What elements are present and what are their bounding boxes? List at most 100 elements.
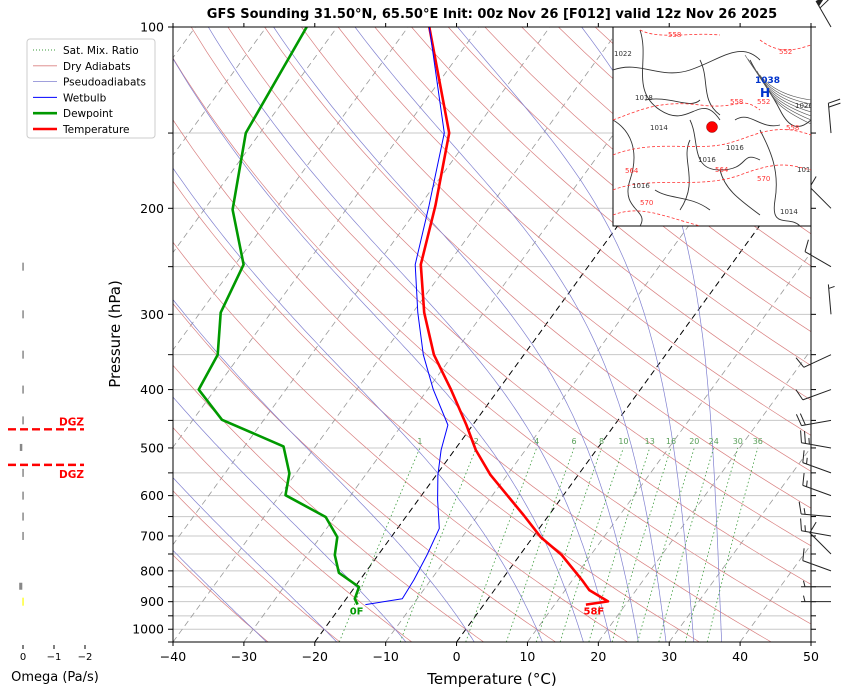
dry-adiabat	[337, 27, 811, 436]
barb-flag	[816, 0, 824, 7]
dry-adiabat	[173, 241, 628, 642]
map-isobar-label: 1016	[726, 144, 744, 152]
mixing-ratio-line	[535, 447, 602, 642]
barb-half	[803, 595, 806, 602]
map-isobar-label: 1018	[635, 94, 653, 102]
map-border	[719, 169, 761, 216]
wind-barb	[795, 413, 832, 427]
dry-adiabat	[173, 119, 772, 642]
profile-lines	[197, 27, 610, 606]
barb-full	[799, 413, 806, 426]
map-isobar-label: 1022	[614, 50, 632, 58]
omega-bar	[22, 597, 24, 606]
x-tick-label: 0	[453, 649, 461, 664]
isotherm	[173, 27, 480, 448]
dry-adiabat	[173, 554, 269, 642]
x-tick-label: 40	[732, 649, 748, 664]
map-height-contour	[759, 39, 811, 51]
barb-half	[806, 457, 808, 465]
map-isobar	[744, 54, 811, 101]
barb-full	[802, 548, 805, 561]
wind-barb	[827, 98, 841, 134]
pseudoadiabat	[173, 299, 475, 642]
barb-full	[809, 521, 817, 534]
wetbulb-line	[365, 27, 449, 606]
barb-full	[828, 98, 841, 104]
dry-adiabat	[190, 27, 811, 585]
wind-barb	[801, 595, 831, 603]
mixing-ratio-label: 20	[689, 437, 699, 446]
barb-staff	[827, 284, 832, 315]
x-tick-label: 50	[803, 649, 819, 664]
y-tick-label: 400	[140, 382, 164, 397]
barb-full	[795, 389, 804, 401]
barb-half	[806, 480, 808, 487]
wind-barb	[801, 580, 831, 588]
dewpoint-line	[197, 27, 361, 606]
y-tick-label: 300	[140, 307, 164, 322]
mixing-ratio-label: 8	[599, 437, 604, 446]
x-tick-label: 20	[590, 649, 606, 664]
omega-bar	[19, 582, 23, 590]
x-tick-label: 30	[661, 649, 677, 664]
map-height-label: 564	[625, 167, 639, 175]
x-axis: −40 −30 −20 −10 0 10 20 30 40 50	[160, 23, 819, 664]
barb-full	[804, 239, 809, 252]
omega-tick-label: −1	[47, 652, 62, 663]
y-tick-label: 600	[140, 488, 164, 503]
barb-staff	[801, 442, 832, 449]
map-height-label: 558	[668, 31, 681, 39]
map-isobar-label: 1016	[797, 166, 815, 174]
wind-barb	[800, 518, 832, 537]
wind-barb	[795, 354, 832, 368]
map-border	[644, 98, 701, 104]
barb-staff	[802, 389, 832, 401]
mixing-ratio-label: 30	[733, 437, 743, 446]
wind-barb	[804, 239, 832, 268]
dry-adiabat	[227, 27, 811, 547]
pseudoadiabat	[581, 27, 722, 642]
pseudoadiabat	[173, 167, 543, 642]
mixing-ratio-label: 10	[618, 437, 628, 446]
isotherm	[173, 27, 551, 546]
omega-bar	[22, 468, 24, 477]
legend-label: Dewpoint	[63, 108, 113, 120]
wind-barb	[802, 548, 832, 572]
mixing-ratio-label: 4	[534, 437, 539, 446]
barb-staff	[827, 103, 832, 134]
y-tick-label: 800	[140, 563, 164, 578]
isotherm	[173, 27, 622, 642]
legend-label: Sat. Mix. Ratio	[63, 45, 139, 57]
map-isobar	[750, 62, 811, 109]
wind-barb	[809, 176, 832, 209]
map-border	[734, 116, 781, 127]
barb-full	[798, 501, 802, 515]
map-border	[759, 129, 801, 226]
y-tick-label: 900	[140, 594, 164, 609]
y-axis: 100 200 300 400 500 600 700 800 900 1000	[132, 20, 816, 643]
map-border	[689, 119, 761, 171]
barb-half	[828, 285, 835, 289]
mixing-ratio-line	[506, 447, 575, 642]
dry-adiabat	[173, 57, 811, 625]
omega-axis-label: Omega (Pa/s)	[11, 670, 99, 685]
x-axis-label: Temperature (°C)	[426, 670, 556, 688]
mixing-ratio-line	[588, 447, 651, 642]
map-border	[613, 51, 761, 74]
barb-full	[819, 0, 829, 9]
map-high-value: 1038	[755, 76, 780, 86]
dry-adiabat	[301, 27, 811, 472]
mixing-ratio-line	[399, 447, 477, 642]
isotherm	[173, 27, 338, 254]
pseudoadiabat	[354, 27, 667, 642]
y-tick-label: 500	[140, 440, 164, 455]
mixing-ratio-line	[637, 447, 695, 642]
y-tick-label: 1000	[132, 622, 164, 637]
legend: Sat. Mix. Ratio Dry Adiabats Pseudoadiabat…	[26, 38, 156, 139]
plot-frame	[172, 26, 812, 643]
barb-staff	[809, 186, 832, 209]
map-high-label: H	[760, 86, 770, 100]
location-marker	[706, 121, 718, 133]
map-border	[654, 189, 711, 211]
mixing-ratio-line	[706, 447, 759, 642]
